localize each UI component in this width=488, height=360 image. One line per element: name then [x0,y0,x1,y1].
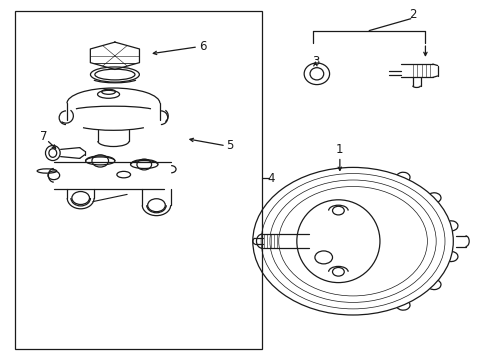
Text: 7: 7 [40,130,48,143]
Bar [15,11,261,349]
Text: 4: 4 [267,172,275,185]
Text: 2: 2 [408,8,416,21]
Text: 1: 1 [335,143,343,156]
Text: 5: 5 [225,139,233,152]
Text: 3: 3 [311,55,319,68]
Text: 6: 6 [199,40,206,53]
